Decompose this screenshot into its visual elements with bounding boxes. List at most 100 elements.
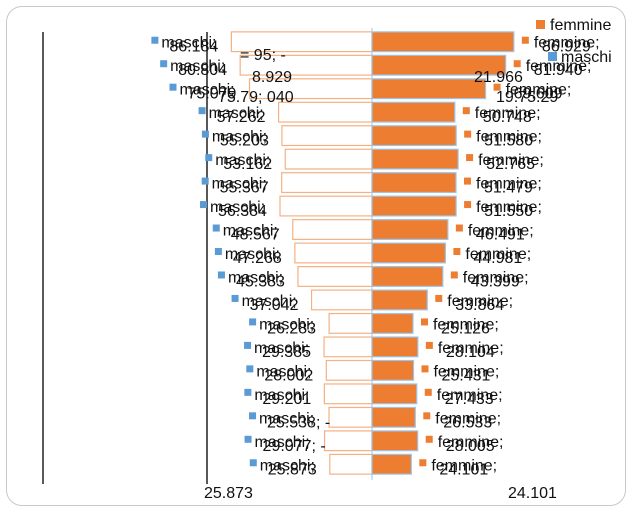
bar-femmine-2 (371, 406, 416, 428)
label-value-maschi-10: 48.567 (231, 227, 280, 244)
label-word-maschi-17: maschi; (170, 58, 225, 75)
marker-maschi-13 (205, 154, 213, 162)
label-word-maschi-6: maschi; (259, 316, 314, 333)
marker-femmine-0 (419, 459, 427, 467)
label-word-maschi-4: maschi; (256, 363, 311, 380)
bar-femmine-10 (371, 219, 449, 240)
label-word-maschi-15: maschi; (209, 105, 264, 122)
marker-femmine-12 (463, 177, 471, 185)
label-word-femmine-4: femmine; (433, 363, 499, 380)
marker-femmine-16 (493, 83, 501, 91)
label-word-femmine-16: femmine; (506, 82, 572, 99)
marker-femmine-6 (420, 318, 428, 326)
label-word-femmine-12: femmine; (476, 176, 542, 193)
label-value-maschi-5: 29.385 (262, 344, 311, 361)
legend-femmine-label: femmine (550, 17, 611, 34)
label-word-femmine-17: femmine; (526, 58, 592, 75)
label-word-maschi-10: maschi; (223, 223, 278, 240)
marker-maschi-10 (212, 224, 220, 232)
bar-femmine-14 (371, 125, 457, 147)
bottom-label-femmine: 24.101 (508, 485, 557, 502)
marker-femmine-18 (521, 36, 529, 44)
label-word-femmine-11: femmine; (476, 199, 542, 216)
label-value-maschi-12: 55.367 (220, 180, 269, 197)
label-value-maschi-9: 47.268 (233, 250, 282, 267)
label-word-maschi-11: maschi; (210, 199, 265, 216)
marker-femmine-14 (464, 130, 472, 138)
marker-femmine-8 (450, 271, 458, 279)
bar-maschi-6 (328, 312, 373, 334)
bar-maschi-0 (329, 453, 373, 475)
label-value-femmine-9: 44.981 (473, 250, 522, 267)
label-value-maschi-15: 57.262 (217, 109, 266, 126)
label-word-femmine-14: femmine; (476, 129, 542, 146)
bar-maschi-9 (294, 242, 373, 264)
bar-maschi-5 (323, 336, 373, 358)
label-value-femmine-5: 28.104 (446, 344, 495, 361)
label-word-femmine-2: femmine; (435, 410, 501, 427)
label-value-femmine-11: 51.550 (484, 203, 533, 220)
label-value-femmine-8: 43.399 (471, 273, 520, 290)
marker-maschi-12 (201, 177, 209, 185)
marker-maschi-18 (151, 36, 159, 44)
marker-femmine-7 (435, 294, 443, 302)
label-value-femmine-17: 81.940 (534, 62, 583, 79)
marker-maschi-5 (244, 341, 252, 349)
label-value-maschi-0: 25.873 (268, 461, 317, 478)
label-word-maschi-2: maschi; (259, 410, 314, 427)
label-word-maschi-0: maschi; (260, 457, 315, 474)
marker-femmine-4 (421, 365, 429, 373)
marker-femmine-17 (513, 60, 521, 68)
marker-maschi-7 (231, 294, 239, 302)
marker-maschi-11 (200, 201, 208, 209)
bar-femmine-11 (371, 195, 457, 217)
marker-femmine-9 (453, 248, 461, 255)
marker-maschi-1 (244, 435, 252, 443)
bar-maschi-8 (297, 266, 373, 287)
marker-maschi-6 (249, 318, 257, 326)
bar-maschi-13 (284, 148, 373, 170)
marker-maschi-17 (160, 60, 168, 68)
label-value-maschi-13: 53.162 (223, 156, 272, 173)
marker-femmine-13 (466, 154, 474, 162)
label-value-femmine-15: 50.748 (483, 109, 532, 126)
bar-maschi-4 (325, 359, 373, 381)
bar-maschi-1 (323, 430, 373, 452)
label-word-maschi-13: maschi; (215, 152, 270, 169)
label-word-femmine-13: femmine; (478, 152, 544, 169)
bar-femmine-1 (371, 430, 419, 452)
bar-femmine-4 (371, 359, 415, 381)
bar-femmine-12 (371, 172, 457, 194)
label-word-maschi-16: maschi; (180, 82, 235, 99)
label-word-femmine-10: femmine; (468, 223, 534, 240)
marker-femmine-3 (424, 388, 432, 396)
legend-femmine-swatch (536, 20, 545, 29)
marker-femmine-11 (464, 201, 472, 209)
label-value-maschi-17: 80.804 (178, 62, 227, 79)
bar-maschi-3 (323, 383, 373, 405)
label-value-maschi-18: 86.184 (169, 39, 218, 56)
marker-femmine-5 (425, 341, 433, 349)
label-value-femmine-16: 69.609 (514, 86, 563, 103)
label-value-maschi-7: 37.042 (250, 297, 299, 314)
marker-maschi-16 (169, 83, 177, 91)
bar-femmine-13 (371, 148, 459, 170)
marker-femmine-1 (425, 435, 433, 443)
label-word-maschi-8: maschi; (228, 269, 283, 286)
label-value-maschi-14: 55.203 (220, 133, 269, 150)
bar-femmine-8 (371, 266, 444, 287)
label-value-maschi-11: 56.384 (218, 203, 267, 220)
bar-femmine-15 (371, 101, 456, 123)
label-word-maschi-1: maschi; (255, 434, 310, 451)
label-value-femmine-10: 46.491 (476, 227, 525, 244)
label-word-maschi-18: maschi; (161, 35, 216, 52)
stray-text-1: = 95; - (240, 47, 286, 64)
bar-femmine-17 (371, 54, 507, 76)
label-word-femmine-5: femmine; (438, 340, 504, 357)
bar-maschi-12 (281, 172, 373, 194)
bar-maschi-2 (328, 406, 373, 428)
label-word-maschi-14: maschi; (212, 129, 267, 146)
label-value-maschi-8: 45.383 (236, 273, 285, 290)
label-word-maschi-5: maschi; (254, 340, 309, 357)
label-word-femmine-0: femmine; (431, 457, 497, 474)
